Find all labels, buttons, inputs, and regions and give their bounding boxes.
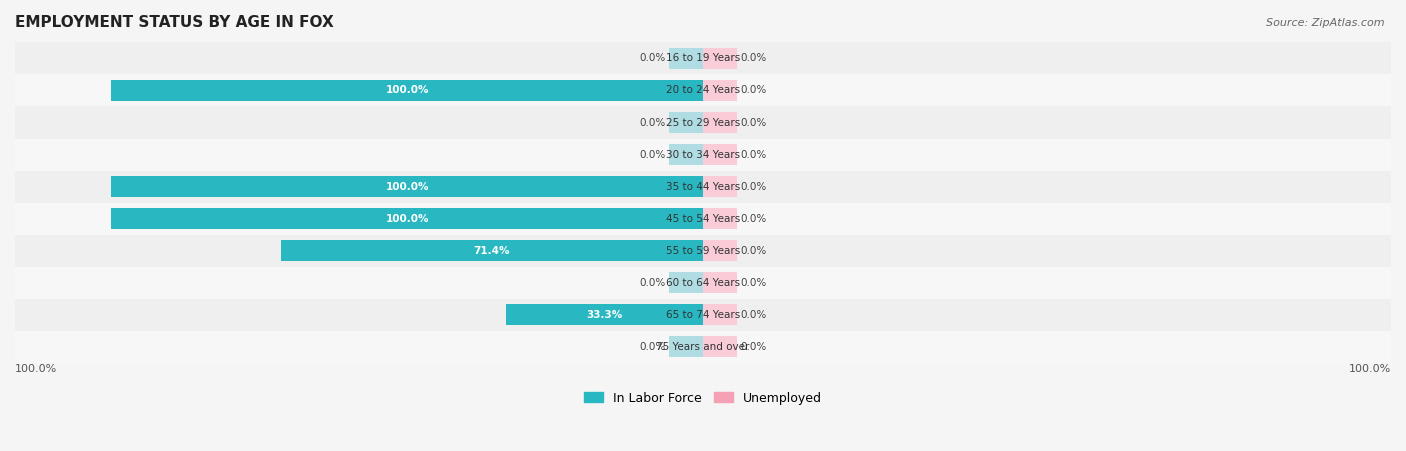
- Bar: [703, 48, 737, 69]
- Bar: [15, 42, 1391, 74]
- Bar: [669, 144, 703, 165]
- Bar: [669, 336, 703, 357]
- Bar: [669, 48, 703, 69]
- Bar: [703, 80, 737, 101]
- Text: 0.0%: 0.0%: [741, 118, 768, 128]
- Text: 0.0%: 0.0%: [638, 118, 665, 128]
- Text: 45 to 54 Years: 45 to 54 Years: [666, 213, 740, 224]
- Text: 0.0%: 0.0%: [638, 54, 665, 64]
- Text: 100.0%: 100.0%: [15, 364, 58, 374]
- Bar: [111, 208, 703, 229]
- Bar: [15, 202, 1391, 235]
- Bar: [703, 144, 737, 165]
- Text: 0.0%: 0.0%: [741, 341, 768, 351]
- Text: 60 to 64 Years: 60 to 64 Years: [666, 277, 740, 288]
- Bar: [281, 240, 703, 261]
- Text: 33.3%: 33.3%: [586, 309, 623, 319]
- Text: 20 to 24 Years: 20 to 24 Years: [666, 86, 740, 96]
- Text: 0.0%: 0.0%: [741, 54, 768, 64]
- Bar: [506, 304, 703, 325]
- Text: 0.0%: 0.0%: [741, 309, 768, 319]
- Text: 100.0%: 100.0%: [385, 181, 429, 192]
- Bar: [669, 112, 703, 133]
- Text: 100.0%: 100.0%: [385, 86, 429, 96]
- Text: 100.0%: 100.0%: [1348, 364, 1391, 374]
- Legend: In Labor Force, Unemployed: In Labor Force, Unemployed: [579, 387, 827, 410]
- Bar: [703, 208, 737, 229]
- Text: 71.4%: 71.4%: [474, 245, 510, 256]
- Text: Source: ZipAtlas.com: Source: ZipAtlas.com: [1267, 18, 1385, 28]
- Bar: [15, 299, 1391, 331]
- Text: 30 to 34 Years: 30 to 34 Years: [666, 149, 740, 160]
- Text: 16 to 19 Years: 16 to 19 Years: [666, 54, 740, 64]
- Bar: [703, 176, 737, 197]
- Text: 55 to 59 Years: 55 to 59 Years: [666, 245, 740, 256]
- Bar: [15, 138, 1391, 170]
- Text: EMPLOYMENT STATUS BY AGE IN FOX: EMPLOYMENT STATUS BY AGE IN FOX: [15, 15, 333, 30]
- Bar: [111, 176, 703, 197]
- Text: 0.0%: 0.0%: [741, 277, 768, 288]
- Bar: [669, 272, 703, 293]
- Text: 0.0%: 0.0%: [638, 149, 665, 160]
- Bar: [15, 170, 1391, 202]
- Text: 65 to 74 Years: 65 to 74 Years: [666, 309, 740, 319]
- Text: 25 to 29 Years: 25 to 29 Years: [666, 118, 740, 128]
- Bar: [15, 235, 1391, 267]
- Text: 35 to 44 Years: 35 to 44 Years: [666, 181, 740, 192]
- Text: 0.0%: 0.0%: [741, 149, 768, 160]
- Bar: [15, 106, 1391, 138]
- Text: 0.0%: 0.0%: [741, 86, 768, 96]
- Text: 100.0%: 100.0%: [385, 213, 429, 224]
- Bar: [15, 331, 1391, 363]
- Text: 0.0%: 0.0%: [741, 181, 768, 192]
- Bar: [703, 112, 737, 133]
- Text: 0.0%: 0.0%: [638, 277, 665, 288]
- Bar: [15, 267, 1391, 299]
- Bar: [15, 74, 1391, 106]
- Text: 0.0%: 0.0%: [741, 245, 768, 256]
- Bar: [703, 240, 737, 261]
- Text: 75 Years and over: 75 Years and over: [657, 341, 749, 351]
- Text: 0.0%: 0.0%: [638, 341, 665, 351]
- Text: 0.0%: 0.0%: [741, 213, 768, 224]
- Bar: [703, 336, 737, 357]
- Bar: [111, 80, 703, 101]
- Bar: [703, 272, 737, 293]
- Bar: [703, 304, 737, 325]
